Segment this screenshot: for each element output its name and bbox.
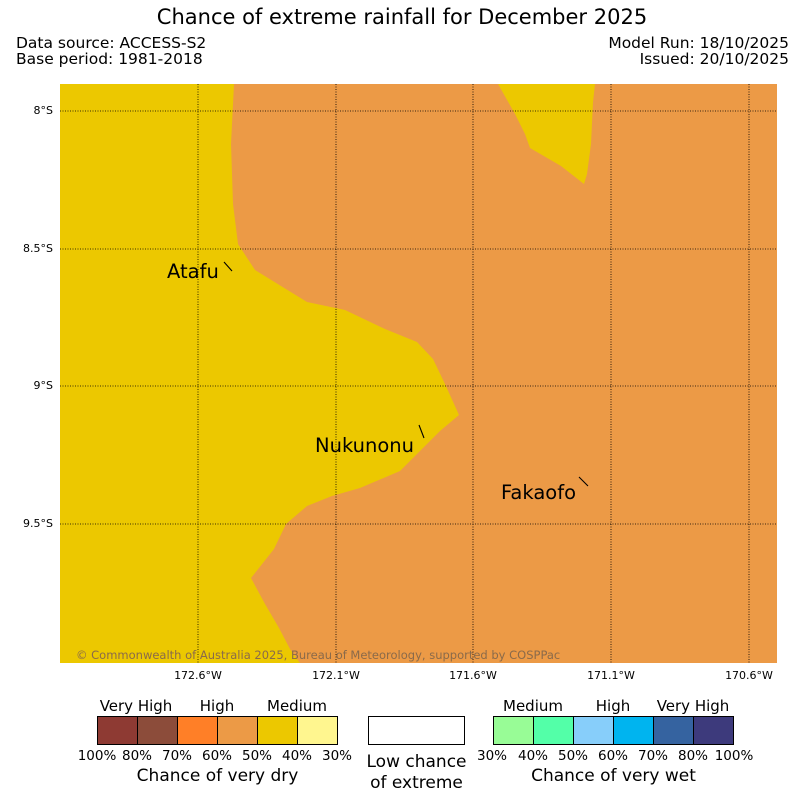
legend-wet-tick: 40% [517,748,548,764]
legend-wet-swatch [613,716,653,745]
legend-dry-tick: 80% [121,748,152,764]
place-label-atafu: Atafu [167,260,219,283]
legend-wet-medium: Medium [503,697,563,715]
island-markers [223,261,589,487]
legend-wet-tick: 50% [557,748,588,764]
atafu-marker [223,261,233,272]
legend-dry-tick: 70% [161,748,192,764]
legend-low-line1: Low chance [366,752,467,772]
data-source-label: Data source: ACCESS-S2 [16,34,207,52]
model-run-label: Model Run: 18/10/2025 [608,34,789,52]
legend-dry-tick: 60% [201,748,232,764]
issued-label: Issued: 20/10/2025 [639,50,789,68]
legend-wet-swatch [653,716,693,745]
legend-dry-swatch [297,716,338,745]
legend-wet-swatch [493,716,533,745]
legend-dry-swatch [257,716,297,745]
nukunonu-marker [418,424,425,439]
legend-dry-caption: Chance of very dry [136,766,299,786]
base-period-label: Base period: 1981-2018 [16,50,203,68]
map-title: Chance of extreme rainfall for December … [156,5,648,29]
legend-wet-high: High [595,697,631,715]
copyright-notice: © Commonwealth of Australia 2025, Bureau… [76,648,561,662]
legend-wet-tick: 30% [476,748,507,764]
legend-wet-swatch [693,716,734,745]
legend-low-swatch [368,716,465,745]
legend-dry-very-high: Very High [99,697,173,715]
legend-dry-swatch [97,716,137,745]
legend-dry-tick: 40% [281,748,312,764]
legend-wet-tick: 100% [714,748,754,764]
map-canvas [60,84,777,663]
legend-wet-caption: Chance of very wet [531,766,696,786]
legend-dry-swatch [137,716,177,745]
legend-wet-tick: 60% [597,748,628,764]
region-medium-dry-north [498,84,595,184]
lat-label-9-5s: 9.5°S [23,517,53,530]
legend-dry-swatch [177,716,217,745]
lon-label-172-1w: 172.1°W [312,669,360,682]
legend-wet-tick: 70% [637,748,668,764]
legend-low-line2: of extreme [370,773,463,793]
graticule [60,84,777,663]
lon-label-171-6w: 171.6°W [449,669,497,682]
lon-label-170-6w: 170.6°W [725,669,773,682]
place-label-nukunonu: Nukunonu [315,434,415,457]
legend-dry-high: High [199,697,235,715]
legend-wet-swatch [533,716,573,745]
legend-dry-medium: Medium [267,697,327,715]
legend-wet-swatch [573,716,613,745]
lat-label-8-5s: 8.5°S [23,242,53,255]
map-panel[interactable]: Atafu Nukunonu Fakaofo © Commonwealth of… [60,84,777,663]
legend-dry-swatch [217,716,257,745]
lon-label-171-1w: 171.1°W [587,669,635,682]
legend-wet-very-high: Very High [656,697,730,715]
region-medium-dry-west [60,84,459,663]
legend-dry-tick: 30% [321,748,352,764]
lat-label-9s: 9°S [33,379,53,392]
fakaofo-marker [578,476,589,487]
lat-label-8s: 8°S [33,104,53,117]
legend-wet-tick: 80% [677,748,708,764]
lon-label-172-6w: 172.6°W [174,669,222,682]
place-label-fakaofo: Fakaofo [501,481,577,504]
legend-dry-tick: 100% [77,748,117,764]
legend-dry-tick: 50% [241,748,272,764]
